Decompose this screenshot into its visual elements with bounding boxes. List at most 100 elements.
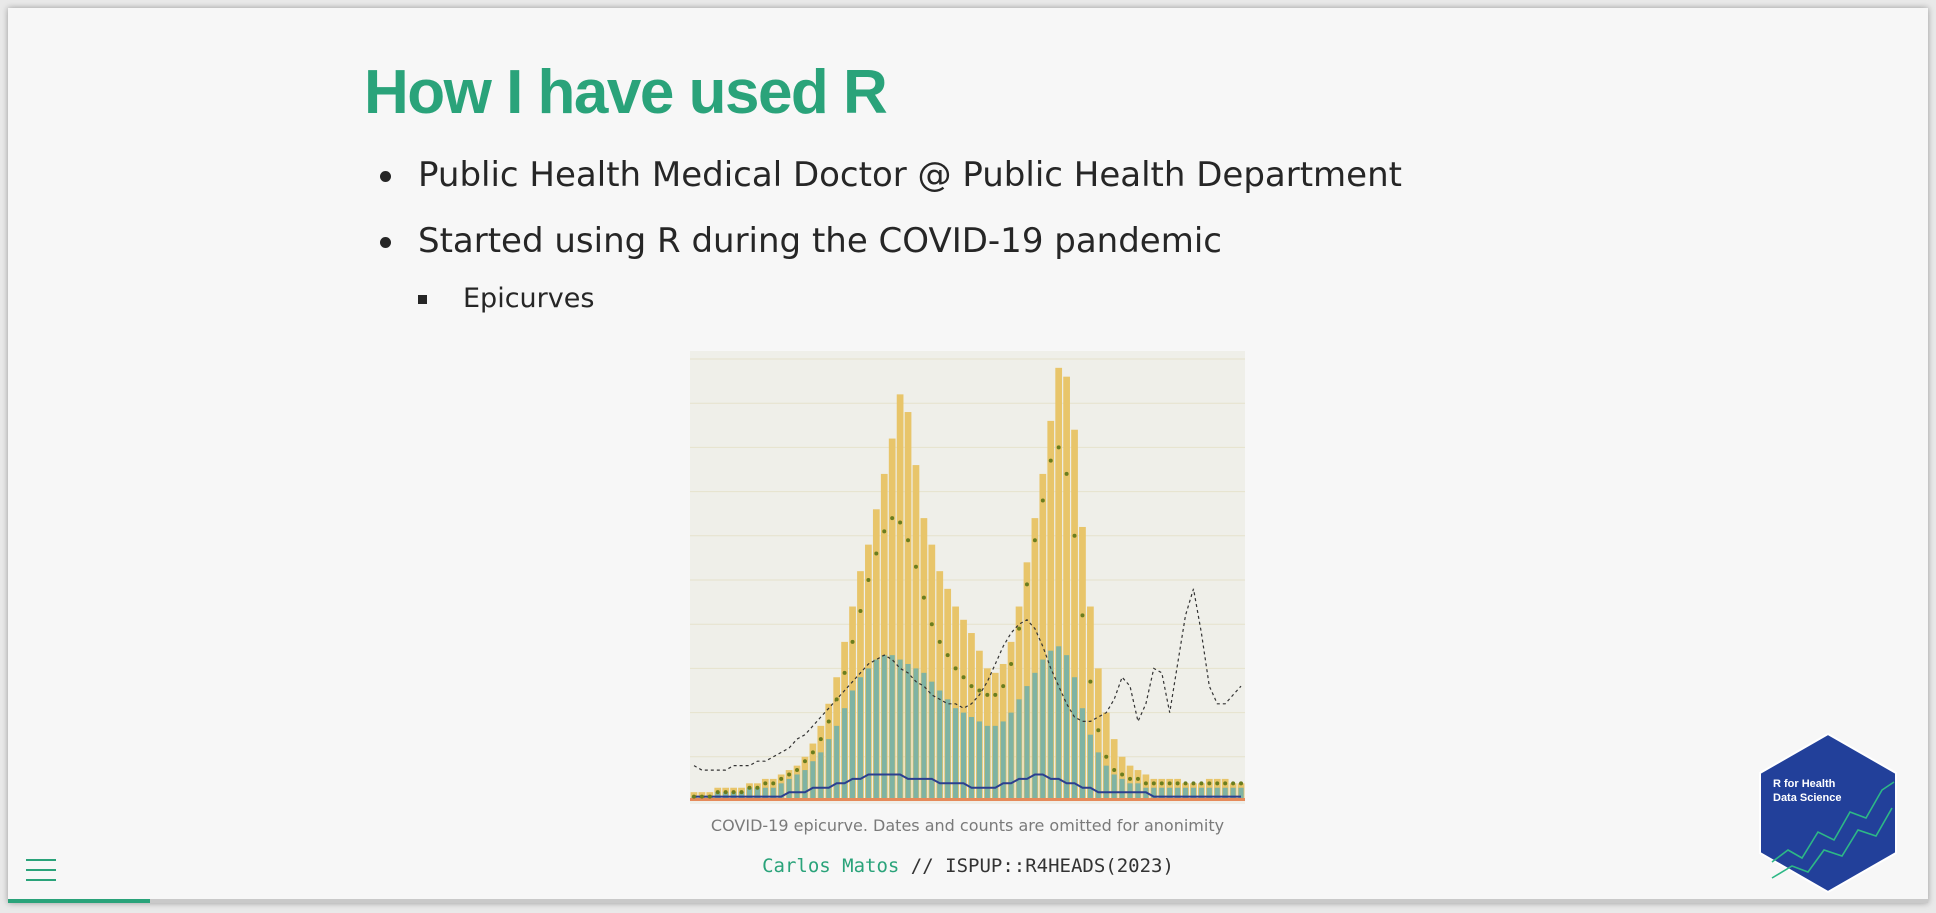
series-point [921,595,926,600]
bar-total [912,465,920,801]
series-point [913,564,918,569]
series-point [945,653,950,658]
bar-subset [826,739,832,801]
bar-subset [1040,659,1046,801]
series-point [874,551,879,556]
series-point [1231,781,1236,786]
progress-bar [8,899,1928,903]
series-point [929,622,934,627]
bar-subset [1087,734,1093,801]
series-point [977,688,982,693]
footer-event: ISPUP::R4HEADS(2023) [945,855,1174,877]
bar-subset [873,659,879,801]
bar-subset [778,783,784,801]
bar-subset [937,690,943,801]
series-point [810,750,815,755]
series-point [1239,781,1244,786]
bar-total [880,473,888,801]
bar-subset [1008,712,1014,801]
series-point [795,768,800,773]
bar-subset [1151,787,1157,801]
bar-subset [1056,646,1062,801]
series-point [1112,768,1117,773]
bar-subset [1048,650,1054,801]
series-point [834,697,839,702]
series-point [1167,781,1172,786]
series-point [771,781,776,786]
bar-subset [1182,787,1189,801]
series-point [1207,781,1212,786]
bar-subset [857,677,864,801]
series-point [906,538,911,543]
bar-subset [818,752,824,801]
series-point [1001,684,1006,689]
bar-total [1079,526,1086,801]
epicurve-figure [690,351,1245,804]
bar-subset [913,668,919,801]
series-point [707,794,712,799]
series-point [1080,613,1085,618]
bullet-item-text: Started using R during the COVID-19 pand… [418,221,1222,261]
bar-total [1047,420,1055,801]
series-point [850,639,855,644]
slide: How I have used R Public Health Medical … [8,8,1928,903]
series-point [826,719,831,724]
hamburger-icon[interactable] [26,856,56,884]
series-point [818,737,823,742]
progress-bar-fill [8,899,151,903]
bar-subset [1230,787,1236,801]
bullet-item: Started using R during the COVID-19 pand… [368,221,1402,314]
bar-subset [746,787,753,801]
series-point [731,790,736,795]
series-point [1056,445,1061,450]
bar-subset [1222,787,1228,801]
series-point [969,684,974,689]
bar-subset [754,787,760,801]
bar-subset [1238,787,1244,801]
bar-subset [834,725,840,801]
series-point [898,520,903,525]
series-point [1128,776,1133,781]
bar-subset [1119,778,1125,801]
series-point [961,675,966,680]
series-point [691,794,696,799]
figure-caption: COVID-19 epicurve. Dates and counts are … [710,816,1225,835]
bar-total [928,544,936,801]
bar-total [1087,606,1094,801]
bar-subset [1032,672,1038,801]
series-point [1191,781,1196,786]
logo-line-2: Data Science [1773,792,1842,804]
bar-subset [1198,787,1204,801]
series-point [1215,781,1220,786]
bar-subset [897,659,903,801]
series-point [1223,781,1228,786]
series-point [1199,781,1204,786]
bar-subset [849,690,856,801]
series-point [1120,772,1125,777]
bar-subset [960,712,967,801]
series-point [1104,754,1109,759]
series-point [723,790,728,795]
series-point [1024,582,1029,587]
bar-subset [953,708,959,801]
logo-line-1: R for Health [1773,778,1836,790]
series-point [890,516,895,521]
series-point [802,759,807,764]
bar-subset [968,717,975,801]
series-point [1175,781,1180,786]
bar-subset [1079,708,1086,801]
bar-subset [1071,677,1078,801]
series-point [699,794,704,799]
bar-total [872,509,880,801]
bar-subset [1064,655,1070,801]
bar-total [1071,429,1078,801]
bar-subset [865,668,871,801]
series-point [866,578,871,582]
bar-subset [1143,787,1149,801]
logo-text: R for Health Data Science [1773,777,1841,805]
series-point [1151,781,1156,786]
bar-subset [762,787,768,801]
bar-subset [1175,787,1181,801]
series-line-blue [694,773,1241,798]
series-point [755,785,760,790]
